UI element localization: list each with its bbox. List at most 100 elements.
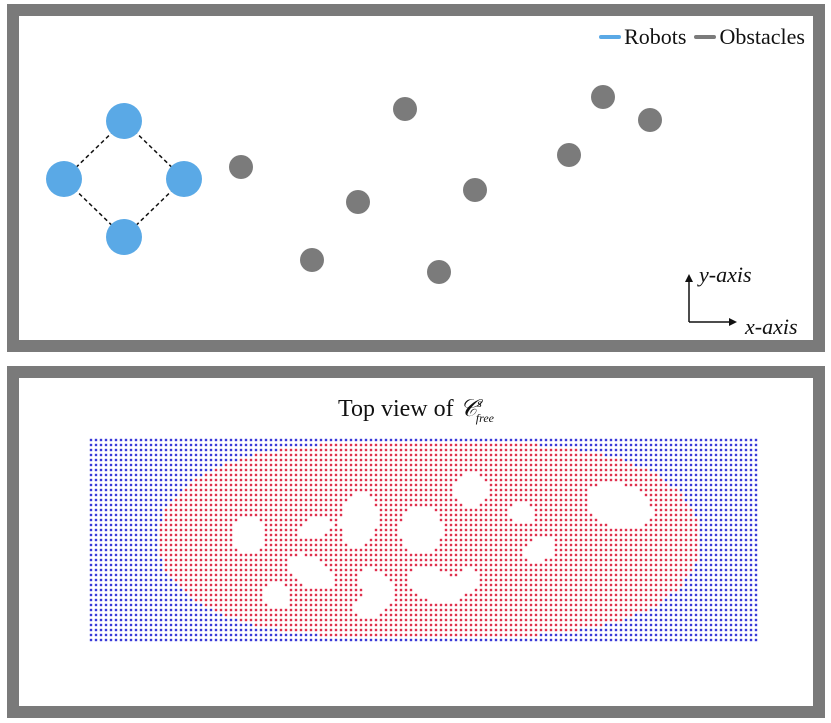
free-config-point: [344, 608, 348, 612]
free-config-point: [429, 623, 433, 627]
free-config-point: [439, 498, 443, 502]
free-config-point: [389, 568, 393, 572]
free-config-point: [294, 468, 298, 472]
free-config-point: [529, 498, 533, 502]
free-config-point: [349, 473, 353, 477]
free-config-point: [334, 588, 338, 592]
free-config-point: [589, 583, 593, 587]
free-config-point: [664, 628, 668, 632]
free-config-point: [109, 618, 113, 622]
free-config-point: [579, 618, 583, 622]
free-config-point: [754, 508, 758, 512]
free-config-point: [199, 488, 203, 492]
free-config-point: [89, 623, 93, 627]
free-config-point: [729, 443, 733, 447]
free-config-point: [444, 608, 448, 612]
free-config-point: [104, 453, 108, 457]
free-config-point: [624, 633, 628, 637]
free-config-point: [664, 468, 668, 472]
free-config-point: [564, 618, 568, 622]
free-config-point: [509, 633, 513, 637]
free-config-point: [104, 463, 108, 467]
free-config-point: [204, 533, 208, 537]
free-config-point: [579, 563, 583, 567]
free-config-point: [504, 443, 508, 447]
free-config-point: [619, 528, 623, 532]
free-config-point: [239, 488, 243, 492]
free-config-point: [404, 463, 408, 467]
free-config-point: [444, 548, 448, 552]
free-config-point: [114, 518, 118, 522]
free-config-point: [314, 443, 318, 447]
free-config-point: [274, 473, 278, 477]
free-config-point: [329, 458, 333, 462]
free-config-point: [114, 503, 118, 507]
free-config-point: [474, 458, 478, 462]
free-config-point: [394, 548, 398, 552]
free-config-point: [149, 603, 153, 607]
free-config-point: [119, 628, 123, 632]
free-config-point: [619, 608, 623, 612]
free-config-point: [454, 568, 458, 572]
free-config-point: [299, 588, 303, 592]
free-config-point: [169, 483, 173, 487]
free-config-point: [629, 463, 633, 467]
free-config-point: [724, 613, 728, 617]
free-config-point: [204, 573, 208, 577]
free-config-point: [489, 468, 493, 472]
free-config-point: [224, 473, 228, 477]
free-config-point: [269, 533, 273, 537]
free-config-point: [449, 463, 453, 467]
free-config-point: [94, 503, 98, 507]
free-config-point: [454, 448, 458, 452]
free-config-point: [454, 443, 458, 447]
free-config-point: [524, 483, 528, 487]
free-config-point: [229, 623, 233, 627]
free-config-point: [564, 493, 568, 497]
free-config-point: [479, 533, 483, 537]
free-config-point: [199, 468, 203, 472]
free-config-point: [134, 498, 138, 502]
free-config-point: [534, 453, 538, 457]
free-config-point: [209, 458, 213, 462]
free-config-point: [339, 533, 343, 537]
free-config-point: [719, 493, 723, 497]
free-config-point: [324, 548, 328, 552]
free-config-point: [294, 553, 298, 557]
free-config-point: [674, 458, 678, 462]
free-config-point: [194, 558, 198, 562]
free-config-point: [589, 533, 593, 537]
free-config-point: [109, 588, 113, 592]
free-config-point: [689, 453, 693, 457]
free-config-point: [549, 603, 553, 607]
free-config-point: [224, 603, 228, 607]
free-config-point: [469, 628, 473, 632]
free-config-point: [519, 473, 523, 477]
free-config-point: [129, 543, 133, 547]
free-config-point: [614, 533, 618, 537]
free-config-point: [229, 538, 233, 542]
free-config-point: [494, 553, 498, 557]
free-config-point: [439, 508, 443, 512]
free-config-point: [324, 438, 328, 442]
free-config-point: [239, 478, 243, 482]
free-config-point: [564, 573, 568, 577]
obstacle: [638, 108, 662, 132]
free-config-point: [614, 553, 618, 557]
free-config-point: [499, 583, 503, 587]
free-config-point: [259, 473, 263, 477]
free-config-point: [99, 448, 103, 452]
free-config-point: [739, 628, 743, 632]
free-config-point: [679, 623, 683, 627]
free-config-point: [204, 563, 208, 567]
free-config-point: [264, 443, 268, 447]
free-config-point: [654, 593, 658, 597]
free-config-point: [389, 553, 393, 557]
free-config-point: [544, 598, 548, 602]
legend-item-obstacles: Obstacles: [694, 24, 805, 50]
free-config-point: [414, 628, 418, 632]
free-config-point: [149, 488, 153, 492]
free-config-points: [89, 438, 758, 642]
free-config-point: [279, 453, 283, 457]
free-config-point: [379, 628, 383, 632]
